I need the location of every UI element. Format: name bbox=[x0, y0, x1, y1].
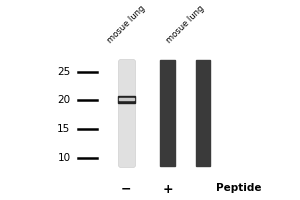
Text: 25: 25 bbox=[57, 67, 70, 77]
Text: −: − bbox=[121, 183, 132, 196]
Bar bbox=[119, 60, 134, 166]
Bar bbox=[118, 96, 135, 103]
Text: 10: 10 bbox=[57, 153, 70, 163]
Bar bbox=[160, 60, 175, 166]
Text: mosue lung: mosue lung bbox=[105, 4, 147, 45]
Bar bbox=[119, 60, 134, 166]
Text: Peptide: Peptide bbox=[216, 183, 261, 193]
Bar bbox=[196, 60, 210, 166]
Bar bbox=[119, 98, 134, 100]
Text: 20: 20 bbox=[57, 95, 70, 105]
Text: mosue lung: mosue lung bbox=[164, 4, 206, 45]
Text: 15: 15 bbox=[57, 124, 70, 134]
Text: +: + bbox=[162, 183, 173, 196]
